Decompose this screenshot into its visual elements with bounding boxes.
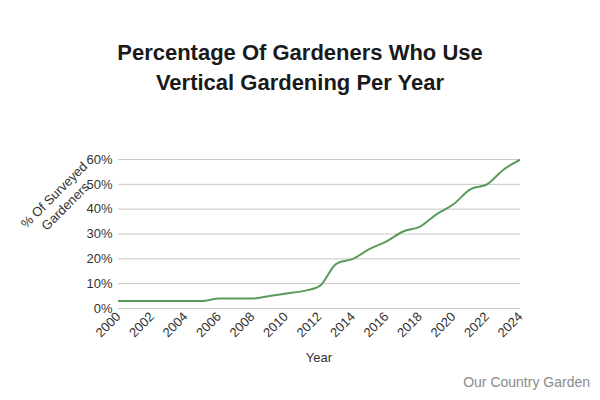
svg-text:2012: 2012 [294, 309, 325, 340]
svg-text:2002: 2002 [126, 309, 157, 340]
svg-text:2014: 2014 [327, 309, 358, 340]
svg-text:2022: 2022 [461, 309, 492, 340]
svg-text:2020: 2020 [428, 309, 459, 340]
svg-text:2000: 2000 [93, 309, 124, 340]
svg-text:2008: 2008 [227, 309, 258, 340]
svg-text:50%: 50% [86, 176, 112, 191]
svg-text:2016: 2016 [361, 309, 392, 340]
svg-text:10%: 10% [86, 276, 112, 291]
html-text:% Of Surveyed Gardeners: % Of Surveyed Gardeners [17, 158, 93, 234]
svg-text:2004: 2004 [160, 309, 191, 340]
html-text:Year: Year [305, 350, 333, 365]
svg-text:2024: 2024 [495, 309, 526, 340]
html-text:Our Country Garden: Our Country Garden [463, 374, 590, 390]
svg-text:2010: 2010 [260, 309, 291, 340]
svg-text:60%: 60% [86, 152, 112, 167]
svg-text:20%: 20% [86, 251, 112, 266]
svg-text:30%: 30% [86, 226, 112, 241]
svg-text:0%: 0% [93, 300, 113, 316]
svg-text:40%: 40% [86, 201, 112, 216]
svg-text:2018: 2018 [394, 309, 425, 340]
html-text:Percentage Of Gardeners Who Us: Percentage Of Gardeners Who Use Vertical… [117, 40, 483, 95]
svg-text:2006: 2006 [193, 309, 224, 340]
